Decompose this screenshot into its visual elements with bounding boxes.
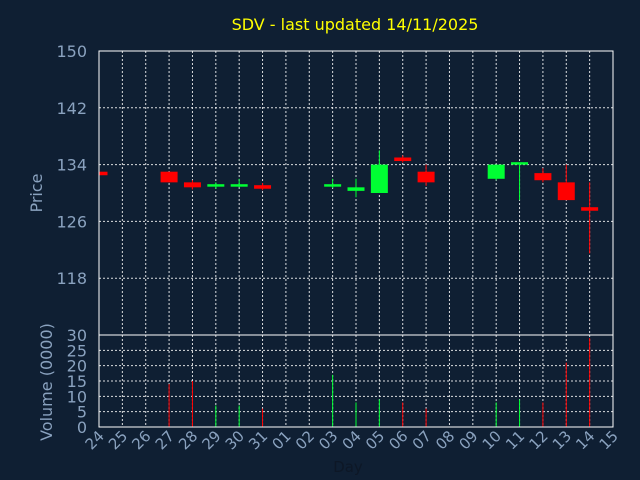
x-tick-label: 09 — [455, 427, 481, 453]
x-tick-label: 05 — [362, 427, 388, 453]
x-tick-label: 27 — [152, 427, 178, 453]
candle-body — [254, 185, 272, 189]
candle-body — [347, 187, 365, 191]
x-tick-label: 14 — [572, 427, 598, 453]
x-tick-label: 08 — [432, 427, 458, 453]
candle-body — [183, 182, 201, 188]
candle-body — [534, 173, 552, 181]
volume-tick-label: 5 — [77, 403, 87, 422]
candle-body — [394, 157, 412, 162]
x-tick-label: 31 — [245, 427, 271, 453]
x-axis: 2425262728293031010203040506070809101112… — [82, 427, 622, 453]
price-tick-label: 126 — [56, 212, 87, 231]
x-tick-label: 11 — [502, 427, 528, 453]
x-tick-label: 29 — [198, 427, 224, 453]
x-tick-label: 28 — [175, 427, 201, 453]
candle-body — [557, 182, 575, 201]
candle-body — [160, 171, 178, 183]
x-tick-label: 01 — [269, 427, 295, 453]
candle-body — [230, 184, 248, 187]
price-tick-label: 118 — [56, 269, 87, 288]
price-tick-label: 142 — [56, 99, 87, 118]
volume-tick-label: 20 — [67, 357, 87, 376]
volume-tick-label: 15 — [67, 372, 87, 391]
candle-body — [99, 171, 108, 176]
candle-body — [581, 207, 599, 211]
candle-body — [324, 184, 342, 187]
volume-tick-label: 0 — [77, 418, 87, 437]
price-panel: 150 142 134 126 118 — [56, 42, 614, 336]
candle-body — [487, 164, 505, 179]
price-y-axis: 150 142 134 126 118 — [56, 42, 87, 288]
candle-body — [417, 171, 435, 183]
price-axis-label: Price — [27, 173, 46, 212]
x-tick-label: 25 — [105, 427, 131, 453]
candle-body — [370, 164, 388, 193]
volume-axis-label: Volume (0000) — [37, 323, 56, 441]
chart-title: SDV - last updated 14/11/2025 — [232, 15, 479, 34]
x-tick-label: 06 — [385, 427, 411, 453]
price-tick-label: 150 — [56, 42, 87, 61]
x-tick-label: 15 — [596, 427, 622, 453]
price-tick-label: 134 — [56, 156, 87, 175]
x-tick-label: 10 — [479, 427, 505, 453]
x-axis-label: Day — [333, 458, 363, 476]
x-tick-label: 13 — [549, 427, 575, 453]
price-candles — [98, 150, 599, 254]
x-tick-label: 07 — [409, 427, 435, 453]
volume-bars — [168, 338, 591, 427]
x-tick-label: 03 — [315, 427, 341, 453]
x-tick-label: 12 — [526, 427, 552, 453]
volume-tick-label: 30 — [67, 326, 87, 345]
volume-tick-label: 10 — [67, 387, 87, 406]
x-tick-label: 26 — [128, 427, 154, 453]
volume-tick-label: 25 — [67, 341, 87, 360]
candle-body — [511, 162, 529, 165]
candle-body — [207, 184, 225, 187]
x-tick-label: 02 — [292, 427, 318, 453]
volume-plot-frame — [98, 334, 614, 428]
x-tick-label: 30 — [222, 427, 248, 453]
x-tick-label: 04 — [339, 427, 365, 453]
